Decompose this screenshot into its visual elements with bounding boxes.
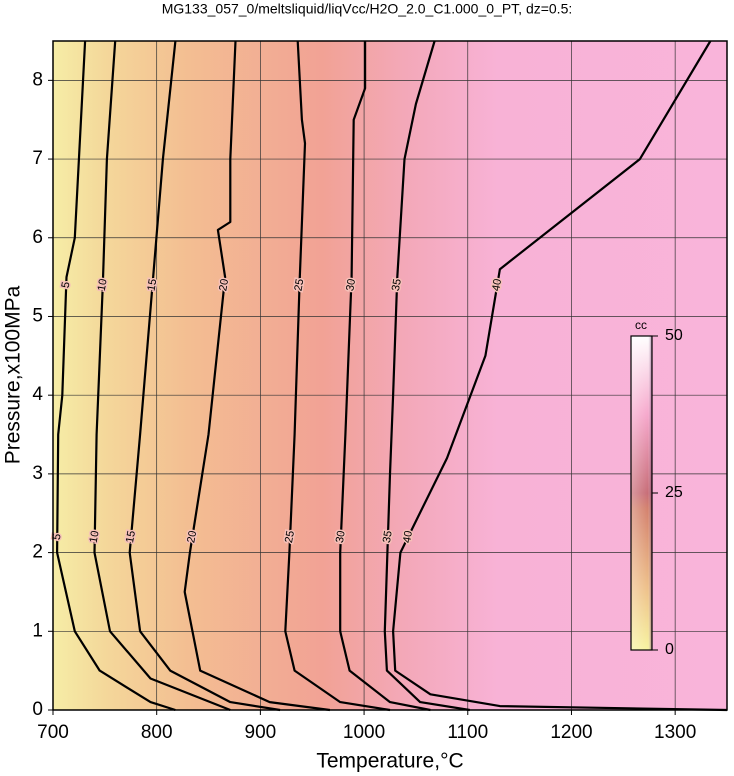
contour-line (383, 40, 470, 712)
y-tick-label: 8 (32, 69, 43, 90)
x-tick-label: 800 (141, 722, 173, 743)
contour-line (128, 40, 281, 712)
x-tick-label: 700 (37, 722, 69, 743)
x-tick-label: 1300 (654, 722, 696, 743)
chart-title: MG133_057_0/meltsliquid/liqVcc/H2O_2.0_C… (162, 1, 573, 17)
colorbar-label: cc (635, 318, 647, 332)
contour-line (55, 40, 176, 712)
grid (52, 41, 727, 711)
y-tick-label: 5 (32, 305, 43, 326)
contour-label: 5 (51, 533, 64, 541)
contour-line (339, 41, 431, 712)
contour-line (93, 40, 231, 712)
colorbar-tick-label: 25 (665, 484, 683, 501)
y-tick-label: 2 (32, 542, 43, 563)
x-tick-label: 1000 (343, 722, 385, 743)
contour-label: 30 (334, 530, 348, 544)
x-tick-label: 1200 (550, 722, 592, 743)
contours: 5 5 10 10 15 15 20 20 25 25 30 30 35 35 40 40 (49, 40, 728, 712)
y-tick-label: 0 (32, 699, 43, 720)
contour-label: 25 (292, 278, 306, 292)
contour-label: 15 (124, 530, 138, 544)
plot-frame (52, 40, 728, 711)
colorbar-tick-label: 50 (665, 327, 683, 344)
contour-line (284, 40, 391, 712)
contour-line (392, 40, 728, 712)
plot-background (53, 41, 727, 710)
colorbar-tick-label: 0 (665, 641, 674, 658)
contour-label: 5 (60, 281, 73, 289)
y-tick-label: 6 (32, 227, 43, 248)
contour-label: 10 (88, 530, 102, 544)
contour-label: 30 (344, 278, 358, 292)
y-tick-label: 1 (32, 620, 43, 641)
contour-line (183, 40, 331, 712)
contour-label: 35 (381, 530, 395, 544)
contour-label: 15 (145, 278, 159, 292)
y-tick-label: 7 (32, 148, 43, 169)
y-tick-label: 3 (32, 463, 43, 484)
x-axis-label: Temperature,°C (316, 750, 463, 773)
y-axis-label: Pressure,x100MPa (2, 285, 25, 464)
contour-label: 25 (283, 530, 297, 544)
contour-label: 10 (96, 278, 110, 292)
contour-label: 20 (217, 278, 231, 292)
contour-label: 20 (185, 530, 199, 544)
y-tick-label: 4 (32, 384, 43, 405)
axes: 700 800 900 1000 1100 1200 1300 0 1 2 3 4 5 6 7 8 (32, 69, 696, 743)
contour-label: 40 (490, 278, 504, 292)
contour-label: 40 (401, 530, 415, 544)
x-tick-label: 1100 (447, 722, 488, 743)
contour-label: 35 (390, 278, 404, 292)
x-tick-label: 900 (245, 722, 277, 743)
colorbar: 0 25 50 cc (630, 318, 683, 658)
colorbar-frame (630, 335, 653, 651)
